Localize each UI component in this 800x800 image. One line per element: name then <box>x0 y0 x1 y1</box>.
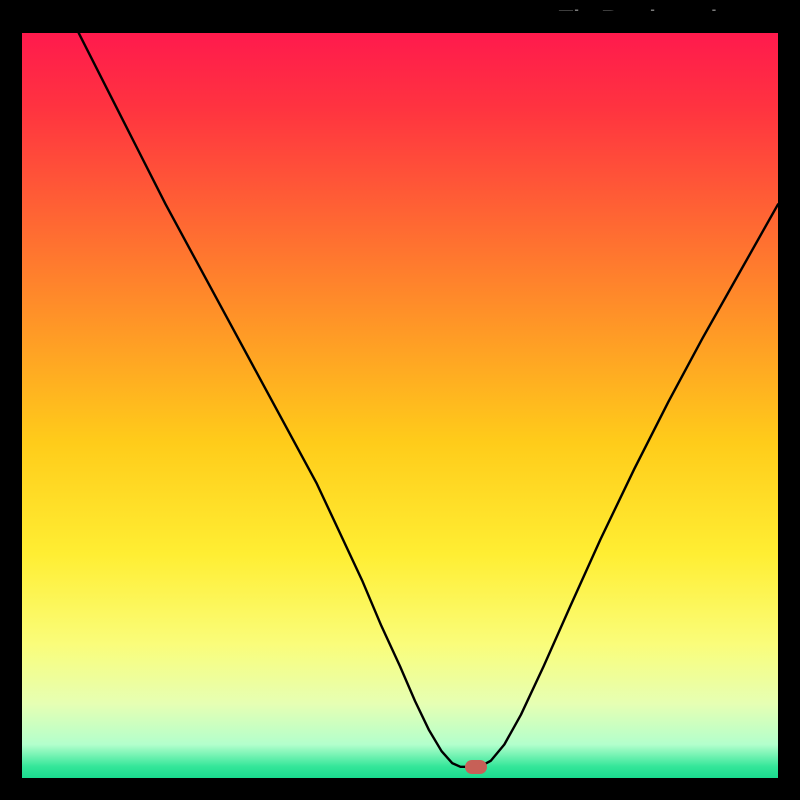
optimum-marker <box>465 760 487 774</box>
chart-svg <box>22 33 778 778</box>
chart-plot-area <box>22 33 778 778</box>
optimum-marker-shape <box>465 760 487 774</box>
optimum-marker-rect <box>465 760 487 774</box>
watermark-text: TheBottleneck.com <box>559 6 780 34</box>
